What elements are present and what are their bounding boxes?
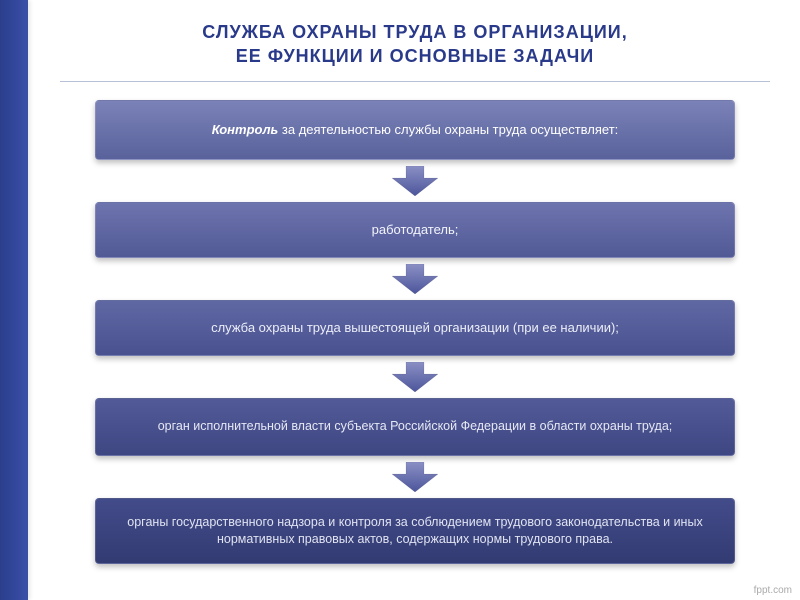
flow-box-prefix: Контроль [212,122,279,137]
flow-box-3: орган исполнительной власти субъекта Рос… [95,398,735,456]
footer-credit: fppt.com [754,585,792,596]
title-line2: ЕЕ ФУНКЦИИ И ОСНОВНЫЕ ЗАДАЧИ [60,44,770,68]
flow-box-4: органы государственного надзора и контро… [95,498,735,564]
divider [60,81,770,82]
page-title: СЛУЖБА ОХРАНЫ ТРУДА В ОРГАНИЗАЦИИ, ЕЕ ФУ… [60,20,770,69]
flow-arrow-3 [392,460,438,494]
left-stripe [0,0,28,600]
flow-arrow-0 [392,164,438,198]
flow-arrow-2 [392,360,438,394]
flowchart: Контроль за деятельностью службы охраны … [60,100,770,564]
flow-box-2: служба охраны труда вышестоящей организа… [95,300,735,356]
title-line1: СЛУЖБА ОХРАНЫ ТРУДА В ОРГАНИЗАЦИИ, [60,20,770,44]
flow-box-text: за деятельностью службы охраны труда осу… [278,122,618,137]
content: СЛУЖБА ОХРАНЫ ТРУДА В ОРГАНИЗАЦИИ, ЕЕ ФУ… [60,20,770,564]
flow-box-0: Контроль за деятельностью службы охраны … [95,100,735,160]
flow-arrow-1 [392,262,438,296]
flow-box-1: работодатель; [95,202,735,258]
